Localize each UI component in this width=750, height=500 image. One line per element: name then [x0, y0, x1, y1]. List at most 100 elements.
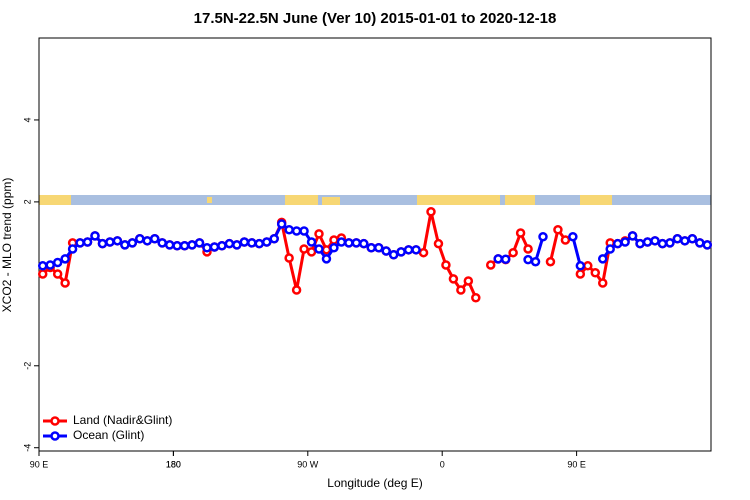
point [329, 243, 339, 253]
point [336, 237, 347, 247]
point [396, 247, 406, 257]
point [523, 254, 533, 265]
point [560, 235, 571, 245]
point [687, 234, 698, 244]
point [120, 240, 130, 250]
point [575, 269, 586, 279]
point [276, 219, 287, 229]
point [45, 260, 55, 270]
point [306, 247, 317, 257]
point [650, 236, 660, 246]
point [52, 257, 63, 268]
point [433, 238, 444, 249]
x-tick-label: 180 [166, 459, 181, 469]
point [224, 238, 235, 249]
point [605, 244, 615, 254]
point [239, 237, 250, 247]
y-tick-label: 2 [22, 199, 32, 204]
point [672, 234, 683, 244]
point [635, 238, 645, 249]
legend-marker [50, 431, 60, 441]
point [590, 268, 601, 278]
y-axis-label: XCO2 - MLO trend (ppm) [0, 178, 14, 313]
point [329, 235, 339, 245]
point [553, 225, 563, 235]
point [680, 236, 690, 246]
point [142, 236, 153, 246]
point [500, 254, 511, 264]
x-axis-label: Longitude (deg E) [327, 476, 422, 490]
point [695, 238, 705, 248]
point [179, 240, 190, 251]
point [381, 246, 391, 256]
point [583, 261, 593, 271]
x-tick-label: 0 [440, 459, 445, 469]
x-tick-label: 90 E [30, 459, 49, 469]
point [702, 240, 713, 250]
point [135, 234, 145, 244]
point [90, 231, 100, 241]
y-tick-label: 4 [22, 117, 32, 122]
point [172, 240, 182, 251]
point [60, 254, 70, 264]
point [359, 238, 369, 249]
point [105, 237, 115, 247]
point [52, 269, 63, 279]
point [545, 256, 556, 267]
point [530, 256, 541, 267]
point [538, 231, 548, 242]
point [508, 247, 518, 258]
point [471, 293, 481, 303]
point [426, 206, 436, 217]
point [463, 276, 474, 286]
point [515, 228, 526, 238]
point [314, 244, 324, 254]
point [194, 238, 205, 248]
land-ocean-strip [39, 195, 711, 205]
point [82, 237, 93, 247]
point [620, 237, 630, 247]
point [612, 238, 623, 249]
point [261, 237, 272, 247]
point [299, 244, 309, 254]
point [314, 229, 324, 239]
point [37, 269, 48, 279]
point [284, 253, 294, 263]
point [37, 261, 48, 271]
x-tick-label: 90 E [567, 459, 586, 469]
point [164, 240, 175, 250]
x-tick-label: 180 [166, 459, 181, 469]
legend-label: Ocean (Glint) [73, 428, 144, 442]
point [411, 245, 421, 255]
point [232, 240, 242, 250]
point [321, 245, 332, 255]
point [493, 254, 503, 264]
point [284, 225, 294, 235]
point [291, 285, 302, 295]
point [568, 231, 578, 242]
point [299, 226, 309, 236]
point [217, 240, 227, 251]
x-tick-label: 90 W [297, 459, 319, 469]
point [373, 243, 384, 253]
legend-label: Land (Nadir&Glint) [73, 413, 172, 427]
point [60, 278, 70, 288]
point [665, 238, 675, 248]
point [597, 254, 608, 264]
point [306, 237, 317, 247]
point [157, 238, 167, 248]
point [187, 240, 197, 250]
point [448, 274, 459, 284]
point [291, 226, 302, 236]
point [209, 242, 220, 252]
point [403, 245, 414, 255]
point [97, 238, 108, 249]
point [441, 260, 451, 270]
point [388, 249, 399, 260]
point [485, 260, 496, 270]
point [112, 236, 123, 246]
point [657, 238, 668, 249]
point [75, 238, 85, 248]
point [127, 238, 138, 248]
